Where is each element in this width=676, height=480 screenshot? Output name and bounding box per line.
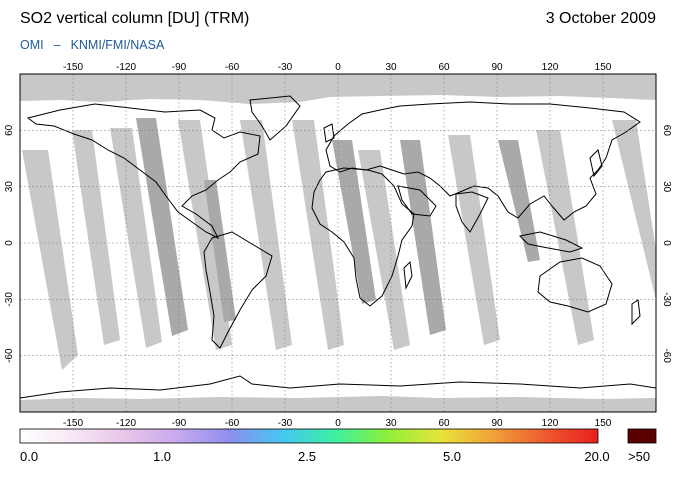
coast-arabia <box>397 185 437 217</box>
graticule <box>20 74 656 412</box>
swath-7 <box>240 120 292 350</box>
swath-4 <box>136 118 188 336</box>
colorbar-label-0: 0.0 <box>20 449 39 464</box>
map-date: 3 October 2009 <box>545 10 656 27</box>
colorbar-overflow-swatch <box>627 428 657 444</box>
coast-new-zealand <box>631 299 641 326</box>
swath-6 <box>204 180 236 322</box>
swath-9 <box>332 140 376 304</box>
coast-madagascar <box>403 260 413 290</box>
map-title: SO2 vertical column [DU] (TRM) <box>20 10 250 27</box>
swath-2 <box>72 130 120 345</box>
coast-australia <box>537 257 613 313</box>
coast-india <box>455 191 489 233</box>
lat-tick-right-4: -60 <box>661 348 672 363</box>
lat-tick-right-3: -30 <box>661 292 672 307</box>
credit-dash: – <box>53 38 61 52</box>
north-polar-no-data <box>20 74 656 104</box>
lat-tick-left-2: 0 <box>4 240 15 246</box>
lat-tick-right-2: 0 <box>661 240 672 246</box>
swath-13 <box>498 140 540 262</box>
lon-tick-bottom-0: -150 <box>63 418 83 429</box>
lon-tick-top-1: -120 <box>116 62 136 73</box>
lat-tick-left-3: -30 <box>4 292 15 307</box>
lon-tick-bottom-9: 120 <box>542 418 559 429</box>
coast-se-asia-islands <box>518 231 584 253</box>
colorbar-gradient <box>19 428 599 444</box>
coast-japan <box>589 149 603 178</box>
swath-5 <box>178 120 232 350</box>
coast-north-america <box>26 103 261 240</box>
lat-tick-left-0: 60 <box>4 124 15 136</box>
colorbar-label-5: >50 <box>628 449 651 464</box>
lon-tick-top-0: -150 <box>63 62 83 73</box>
axis-tick-labels: -150 -150 -120 -120 -90 -90 -60 -60 -30 -30 0 0 30 30… <box>4 62 672 429</box>
lon-tick-top-4: -30 <box>278 62 293 73</box>
lon-tick-top-10: 150 <box>595 62 612 73</box>
swath-1 <box>22 150 78 370</box>
colorbar-label-4: 20.0 <box>584 449 610 464</box>
coastlines <box>19 95 657 399</box>
orbit-gap-swaths <box>22 118 656 370</box>
lon-tick-bottom-6: 30 <box>385 418 397 429</box>
lon-tick-bottom-10: 150 <box>595 418 612 429</box>
lon-tick-bottom-7: 60 <box>438 418 450 429</box>
lon-tick-top-5: 0 <box>335 62 341 73</box>
lat-tick-left-1: 30 <box>4 181 15 193</box>
coast-greenland <box>249 95 301 141</box>
so2-colorbar <box>19 428 657 444</box>
credit-omi: OMI <box>20 38 44 52</box>
lon-tick-top-6: 30 <box>385 62 397 73</box>
coast-europe-asia <box>325 101 641 221</box>
swath-15 <box>612 120 656 300</box>
swath-12 <box>448 135 500 345</box>
lon-tick-top-7: 60 <box>438 62 450 73</box>
lat-tick-left-4: -60 <box>4 348 15 363</box>
lat-tick-right-1: 30 <box>661 181 672 193</box>
lon-tick-bottom-4: -30 <box>278 418 293 429</box>
lon-tick-top-3: -60 <box>225 62 240 73</box>
lon-tick-bottom-1: -120 <box>116 418 136 429</box>
lat-tick-right-0: 60 <box>661 125 672 137</box>
lon-tick-bottom-3: -60 <box>225 418 240 429</box>
swath-10 <box>358 150 410 350</box>
coast-south-america <box>203 231 273 349</box>
swath-14 <box>536 130 594 345</box>
south-polar-no-data <box>20 396 656 412</box>
colorbar-label-2: 2.5 <box>297 449 317 464</box>
coast-uk <box>323 123 335 143</box>
lon-tick-top-9: 120 <box>542 62 559 73</box>
lon-tick-bottom-2: -90 <box>172 418 187 429</box>
coast-africa <box>311 167 415 307</box>
colorbar-label-3: 5.0 <box>442 449 462 464</box>
map-frame <box>19 73 657 413</box>
lon-tick-top-8: 90 <box>491 62 503 73</box>
colorbar-label-1: 1.0 <box>152 449 172 464</box>
lon-tick-bottom-5: 0 <box>335 418 341 429</box>
swath-3 <box>110 128 162 348</box>
lon-tick-bottom-8: 90 <box>491 418 503 429</box>
lon-tick-top-2: -90 <box>172 62 187 73</box>
credit-institutes: KNMI/FMI/NASA <box>70 38 165 52</box>
swath-8 <box>292 120 344 350</box>
credit-line: OMI – KNMI/FMI/NASA <box>20 38 164 52</box>
coast-antarctica <box>19 375 657 399</box>
